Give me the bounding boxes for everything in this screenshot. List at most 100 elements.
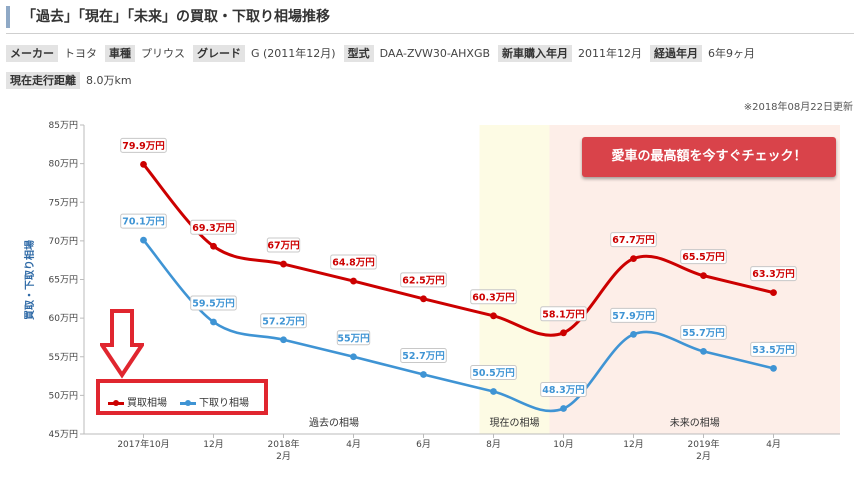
data-label-box-buy-6 bbox=[540, 306, 587, 322]
spec-row1-value-4: 2011年12月 bbox=[578, 47, 643, 60]
y-tick-label-7: 80万円 bbox=[49, 159, 78, 170]
spec-row1-value-0: トヨタ bbox=[64, 47, 97, 60]
region-label-0: 過去の相場 bbox=[309, 416, 359, 429]
data-label-box-trade-1 bbox=[190, 295, 237, 311]
data-label-box-buy-2 bbox=[266, 237, 301, 253]
point-trade-6 bbox=[560, 405, 567, 412]
spec-row1-label-3: 型式 bbox=[343, 45, 374, 62]
data-label-trade-8: 55.7万円 bbox=[682, 328, 724, 339]
data-label-box-buy-8 bbox=[680, 249, 727, 265]
x-tick-label-9: 4月 bbox=[766, 439, 781, 450]
spec-row1-label-4: 新車購入年月 bbox=[498, 45, 573, 62]
y-tick-label-3: 60万円 bbox=[49, 313, 78, 324]
point-trade-7 bbox=[630, 330, 637, 338]
data-label-box-buy-5 bbox=[470, 289, 517, 305]
vehicle-specs-row-2: 現在走行距離 8.0万km bbox=[6, 71, 140, 91]
spec-row1-value-1: プリウス bbox=[141, 47, 185, 60]
x-tick-label-8: 2019年 bbox=[688, 438, 720, 450]
data-label-trade-9: 53.5万円 bbox=[752, 345, 794, 356]
point-trade-2 bbox=[280, 336, 287, 344]
data-label-buy-8: 65.5万円 bbox=[682, 252, 724, 263]
data-label-buy-0: 79.9万円 bbox=[122, 141, 164, 152]
data-label-trade-5: 50.5万円 bbox=[472, 368, 514, 379]
spec-row2-label-0: 現在走行距離 bbox=[6, 72, 80, 89]
series-line-buy bbox=[142, 163, 774, 337]
data-label-buy-5: 60.3万円 bbox=[472, 292, 514, 303]
data-label-box-buy-3 bbox=[330, 254, 377, 270]
data-label-trade-3: 55万円 bbox=[337, 333, 369, 344]
data-label-buy-4: 62.5万円 bbox=[402, 275, 444, 286]
data-label-box-buy-4 bbox=[400, 272, 447, 288]
point-trade-5 bbox=[490, 388, 497, 395]
data-label-box-trade-7 bbox=[610, 307, 657, 323]
x-tick-label-2: 2018年 bbox=[268, 438, 300, 450]
x-tick-label-8-line2: 2月 bbox=[696, 451, 711, 462]
point-trade-9 bbox=[770, 364, 777, 372]
spec-row1-label-0: メーカー bbox=[6, 45, 58, 62]
data-label-buy-7: 67.7万円 bbox=[612, 235, 654, 246]
x-tick-label-0: 2017年10月 bbox=[117, 438, 169, 450]
region-label-1: 現在の相場 bbox=[490, 416, 540, 429]
legend-item-buy: 買取相場 bbox=[108, 394, 167, 409]
x-tick-label-4: 6月 bbox=[416, 439, 431, 450]
data-label-trade-6: 48.3万円 bbox=[542, 385, 584, 396]
y-axis-title: 買取・下取り相場 bbox=[23, 240, 36, 320]
data-label-box-trade-0 bbox=[120, 213, 167, 229]
data-label-box-buy-7 bbox=[610, 232, 657, 248]
data-label-box-trade-4 bbox=[400, 348, 447, 364]
x-tick-label-7: 12月 bbox=[623, 439, 643, 450]
x-tick-label-2-line2: 2月 bbox=[276, 451, 291, 462]
page-title: 「過去」「現在」「未来」の買取・下取り相場推移 bbox=[22, 9, 330, 25]
spec-row1-value-3: DAA-ZVW30-AHXGB bbox=[379, 47, 491, 60]
point-buy-0 bbox=[140, 160, 147, 168]
down-arrow-icon bbox=[100, 309, 144, 379]
data-label-box-buy-1 bbox=[190, 219, 237, 235]
x-tick-label-6: 10月 bbox=[553, 439, 573, 450]
data-label-trade-0: 70.1万円 bbox=[122, 217, 164, 228]
updated-date: ※2018年08月22日更新 bbox=[743, 102, 853, 113]
legend-buy-swatch bbox=[108, 399, 124, 406]
region-label-2: 未来の相場 bbox=[670, 416, 720, 429]
check-price-button[interactable]: 愛車の最高額を今すぐチェック！ bbox=[582, 137, 836, 177]
legend-item-trade: 下取り相場 bbox=[180, 394, 249, 409]
point-buy-8 bbox=[700, 272, 707, 280]
spec-row1-label-1: 車種 bbox=[105, 45, 135, 62]
y-tick-label-8: 85万円 bbox=[49, 120, 78, 131]
x-tick-label-5: 8月 bbox=[486, 439, 501, 450]
point-trade-3 bbox=[350, 353, 357, 361]
y-tick-label-0: 45万円 bbox=[49, 429, 78, 440]
data-label-trade-1: 59.5万円 bbox=[192, 298, 234, 309]
data-label-buy-9: 63.3万円 bbox=[752, 269, 794, 280]
legend-trade-swatch bbox=[180, 399, 196, 406]
data-label-box-trade-2 bbox=[260, 313, 307, 329]
data-label-box-trade-5 bbox=[470, 365, 517, 381]
data-label-box-trade-6 bbox=[540, 382, 587, 398]
y-tick-label-6: 75万円 bbox=[49, 197, 78, 208]
chart-legend: 買取相場 下取り相場 bbox=[96, 379, 268, 415]
point-trade-8 bbox=[700, 347, 707, 355]
data-label-box-buy-9 bbox=[750, 266, 797, 282]
title-divider bbox=[6, 33, 854, 34]
point-buy-9 bbox=[770, 289, 777, 297]
data-label-buy-2: 67万円 bbox=[267, 241, 299, 252]
legend-trade-label: 下取り相場 bbox=[199, 398, 249, 409]
spec-row1-label-2: グレード bbox=[193, 45, 245, 62]
x-tick-label-1: 12月 bbox=[203, 439, 223, 450]
spec-row1-value-5: 6年9ヶ月 bbox=[708, 47, 756, 60]
vehicle-specs-row-1: メーカー トヨタ 車種 プリウス グレード G (2011年12月) 型式 DAA-ZVW30… bbox=[6, 44, 763, 64]
point-buy-6 bbox=[560, 329, 567, 337]
y-tick-label-4: 65万円 bbox=[49, 275, 78, 286]
data-label-trade-7: 57.9万円 bbox=[612, 311, 654, 322]
point-buy-1 bbox=[210, 242, 217, 250]
point-buy-7 bbox=[630, 255, 637, 263]
data-label-trade-2: 57.2万円 bbox=[262, 316, 304, 327]
y-tick-label-2: 55万円 bbox=[49, 352, 78, 363]
data-label-buy-6: 58.1万円 bbox=[542, 309, 584, 320]
point-buy-3 bbox=[350, 277, 357, 285]
x-tick-label-3: 4月 bbox=[346, 439, 361, 450]
point-buy-4 bbox=[420, 295, 427, 303]
point-buy-5 bbox=[490, 312, 497, 320]
data-label-box-trade-9 bbox=[750, 341, 797, 357]
point-trade-0 bbox=[140, 236, 147, 244]
title-bar: 「過去」「現在」「未来」の買取・下取り相場推移 bbox=[6, 6, 330, 28]
